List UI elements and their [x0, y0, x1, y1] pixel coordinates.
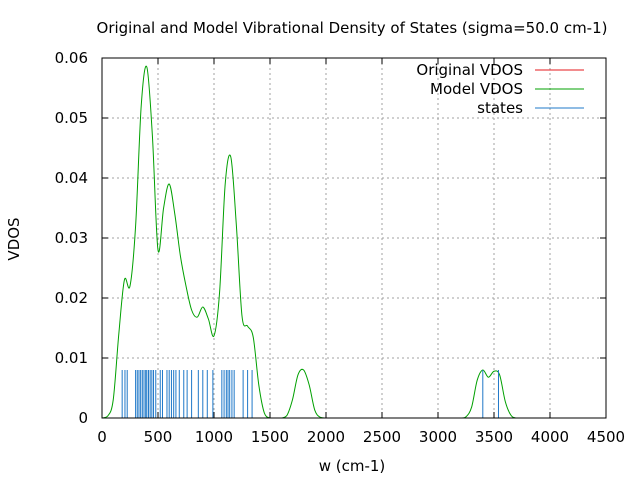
x-axis-label: w (cm-1)	[319, 457, 386, 475]
y-tick-label: 0.02	[55, 289, 88, 307]
legend-label: Model VDOS	[430, 80, 523, 98]
y-tick-label: 0.05	[55, 109, 88, 127]
x-tick-label: 3500	[475, 428, 513, 446]
x-tick-label: 4000	[531, 428, 569, 446]
x-tick-label: 0	[97, 428, 107, 446]
y-axis-label: VDOS	[5, 217, 23, 260]
series-layer	[101, 65, 584, 419]
axis-ticks: 0 500 1000 1500 2000 2500 3000 3500 4000 4500 0 0.0…	[55, 49, 626, 446]
series-line-1	[101, 65, 584, 419]
x-tick-label: 2500	[363, 428, 401, 446]
x-tick-label: 3000	[419, 428, 457, 446]
x-tick-label: 1500	[251, 428, 289, 446]
x-tick-label: 2000	[307, 428, 345, 446]
y-tick-label: 0.01	[55, 349, 88, 367]
legend-label: Original VDOS	[416, 61, 523, 79]
y-tick-label: 0.06	[55, 49, 88, 67]
x-tick-label: 4500	[587, 428, 625, 446]
y-tick-label: 0	[78, 409, 88, 427]
x-tick-label: 1000	[195, 428, 233, 446]
chart-title: Original and Model Vibrational Density o…	[97, 19, 608, 37]
y-tick-label: 0.03	[55, 229, 88, 247]
grid-lines	[102, 58, 606, 418]
y-tick-label: 0.04	[55, 169, 88, 187]
legend-label: states	[477, 99, 523, 117]
x-tick-label: 500	[144, 428, 173, 446]
